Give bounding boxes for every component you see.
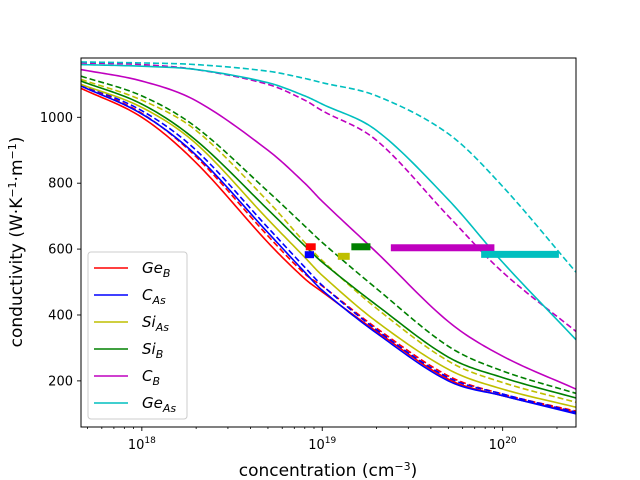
legend-label-ge-as: GeAs — [142, 394, 176, 415]
x-tick-label: 1020 — [489, 436, 517, 453]
y-axis-label-end: ) — [7, 137, 27, 144]
x-axis-label-sup: −3 — [394, 460, 410, 473]
y-axis-label-sup1: −1 — [6, 181, 19, 197]
legend-label-si-b: SiB — [142, 340, 163, 361]
range-bar-si-as — [337, 252, 350, 260]
range-bar-ge-b — [305, 243, 316, 251]
x-tick-label: 1018 — [128, 436, 156, 453]
legend-label-main: Ge — [142, 394, 163, 412]
series-si-as-dashed-line — [81, 78, 576, 404]
legend-label-main: C — [142, 367, 153, 385]
legend-label-main: C — [142, 286, 153, 304]
x-tick-label-exp: 18 — [144, 436, 156, 446]
series-si-b-dashed-line — [81, 75, 576, 395]
series-c-as-solid-line — [81, 85, 576, 415]
x-axis-label-base: concentration (cm — [239, 461, 395, 480]
x-axis-label-end: ) — [411, 461, 418, 480]
range-bar-ge-as — [481, 250, 559, 258]
legend-label-sub: As — [151, 294, 166, 307]
legend-label-ge-b: GeB — [142, 259, 170, 280]
y-tick-label: 800 — [48, 177, 73, 192]
series-ge-as-solid-line — [81, 63, 576, 341]
range-bar-layer — [304, 243, 559, 260]
range-bar-si-b — [351, 243, 371, 251]
x-tick-label-base: 10 — [308, 438, 325, 453]
legend-label-c-b: CB — [142, 367, 160, 388]
x-tick-label-base: 10 — [128, 438, 145, 453]
legend-label-main: Ge — [142, 259, 163, 277]
y-tick-label: 400 — [48, 308, 73, 323]
legend-box — [87, 251, 188, 420]
y-tick-label: 600 — [48, 243, 73, 258]
legend-label-c-as: CAs — [142, 286, 166, 307]
x-tick-label-exp: 20 — [505, 436, 517, 446]
series-ge-as-dashed-line — [81, 61, 576, 273]
legend-label-main: Si — [142, 340, 157, 358]
range-bar-c-b — [390, 244, 495, 252]
y-axis-label-base: conductivity (W·K — [7, 197, 27, 348]
y-axis-label-sup2: −1 — [6, 143, 19, 159]
plot-frame — [80, 57, 577, 428]
legend-label-sub: B — [152, 375, 160, 388]
legend-label-sub: B — [163, 267, 171, 280]
x-tick-label-exp: 19 — [325, 436, 337, 446]
x-axis-label: concentration (cm−3) — [239, 460, 418, 480]
legend-label-si-as: SiAs — [142, 313, 169, 334]
y-tick-label: 200 — [48, 374, 73, 389]
series-si-as-solid-line — [81, 83, 576, 409]
series-c-b-solid-line — [81, 68, 576, 390]
legend-label-sub: As — [155, 321, 170, 334]
legend-label-sub: B — [156, 348, 164, 361]
y-axis-label-mid: ·m — [7, 159, 27, 181]
series-c-as-dashed-line — [81, 83, 576, 413]
x-tick-label-base: 10 — [489, 438, 506, 453]
x-tick-label: 1019 — [308, 436, 336, 453]
y-axis-label: conductivity (W·K−1·m−1) — [6, 137, 28, 348]
legend-label-sub: As — [162, 402, 177, 415]
y-tick-label: 1000 — [40, 111, 73, 126]
range-bar-c-as — [304, 251, 314, 259]
legend-label-main: Si — [142, 313, 157, 331]
